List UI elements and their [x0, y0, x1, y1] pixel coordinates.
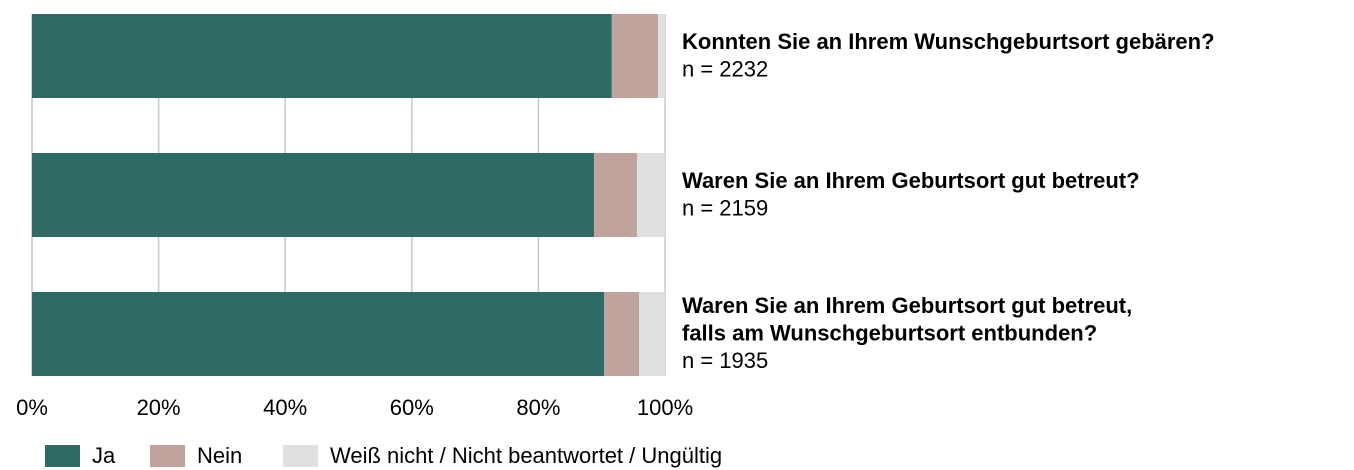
- category-label: Konnten Sie an Ihrem Wunschgeburtsort ge…: [682, 29, 1215, 54]
- x-tick-label: 0%: [16, 395, 48, 420]
- category-label: falls am Wunschgeburtsort entbunden?: [682, 321, 1097, 346]
- sample-size: n = 2232: [682, 56, 768, 81]
- sample-size: n = 1935: [682, 348, 768, 373]
- bar-segment: [32, 153, 595, 237]
- bar-segment: [639, 292, 665, 376]
- legend-label: Ja: [92, 443, 116, 468]
- legend-swatch: [150, 445, 185, 467]
- legend-swatch: [45, 445, 80, 467]
- bar-segment: [611, 14, 659, 98]
- legend-swatch: [283, 445, 318, 467]
- bar-segment: [637, 153, 665, 237]
- legend-label: Nein: [197, 443, 242, 468]
- bar-segment: [32, 14, 612, 98]
- bar-segment: [604, 292, 640, 376]
- x-tick-label: 100%: [637, 395, 693, 420]
- x-tick-label: 60%: [390, 395, 434, 420]
- legend-label: Weiß nicht / Nicht beantwortet / Ungülti…: [330, 443, 722, 468]
- x-tick-label: 20%: [137, 395, 181, 420]
- bar-segment: [32, 292, 605, 376]
- bar-segment: [658, 14, 665, 98]
- x-tick-label: 80%: [516, 395, 560, 420]
- x-tick-label: 40%: [263, 395, 307, 420]
- sample-size: n = 2159: [682, 195, 768, 220]
- category-label: Waren Sie an Ihrem Geburtsort gut betreu…: [682, 293, 1132, 318]
- category-label: Waren Sie an Ihrem Geburtsort gut betreu…: [682, 168, 1140, 193]
- bar-segment: [594, 153, 638, 237]
